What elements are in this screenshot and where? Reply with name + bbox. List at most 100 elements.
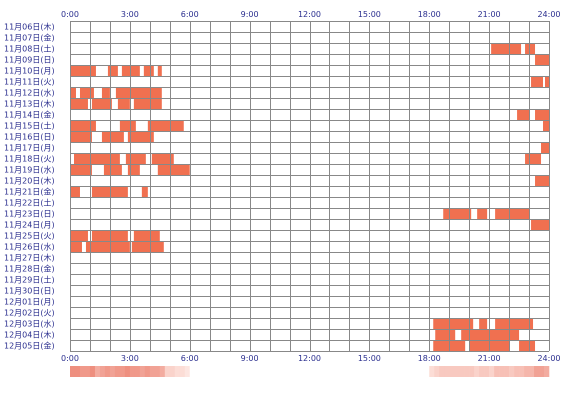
hour-label-bottom: 6:00 xyxy=(181,354,199,363)
day-label: 11月21日(金) xyxy=(4,187,55,197)
summary-cell xyxy=(259,366,265,377)
hour-label-top: 0:00 xyxy=(61,10,79,19)
activity-bar xyxy=(91,99,112,109)
summary-cell xyxy=(74,366,81,377)
activity-bar xyxy=(517,110,530,120)
day-label: 11月14日(金) xyxy=(4,110,55,120)
summary-cell xyxy=(409,366,415,377)
activity-bar xyxy=(143,66,154,76)
summary-cell xyxy=(234,366,240,377)
day-label: 11月22日(土) xyxy=(4,198,55,208)
day-label: 11月09日(日) xyxy=(4,56,55,65)
day-label: 11月23日(日) xyxy=(4,210,55,219)
summary-cell xyxy=(414,366,420,377)
summary-cell xyxy=(279,366,285,377)
day-label: 11月30日(日) xyxy=(4,287,55,296)
summary-cell xyxy=(184,366,191,377)
activity-bar xyxy=(70,88,76,98)
activity-bar xyxy=(70,187,80,197)
summary-cell xyxy=(124,366,131,377)
summary-cell xyxy=(244,366,250,377)
summary-cell xyxy=(379,366,385,377)
summary-cell xyxy=(139,366,146,377)
summary-cell xyxy=(404,366,410,377)
day-label: 12月03日(水) xyxy=(4,319,55,329)
summary-cell xyxy=(424,366,430,377)
summary-strip xyxy=(70,366,550,377)
summary-cell xyxy=(484,366,490,377)
day-label: 12月01日(月) xyxy=(4,298,55,307)
summary-cell xyxy=(164,366,171,377)
activity-bar xyxy=(531,220,549,230)
day-label: 11月18日(火) xyxy=(4,155,55,164)
hour-label-top: 3:00 xyxy=(121,10,139,19)
summary-cell xyxy=(249,366,255,377)
day-label: 11月10日(月) xyxy=(4,67,55,76)
summary-cell xyxy=(339,366,345,377)
summary-cell xyxy=(229,366,235,377)
activity-bar xyxy=(107,66,118,76)
day-label: 12月05日(金) xyxy=(4,341,55,351)
day-label: 11月13日(木) xyxy=(4,99,55,109)
summary-cell xyxy=(514,366,520,377)
summary-cell xyxy=(314,366,320,377)
hour-label-bottom: 0:00 xyxy=(61,354,79,363)
summary-cell xyxy=(479,366,485,377)
summary-cell xyxy=(419,366,425,377)
day-label: 11月24日(月) xyxy=(4,221,55,230)
summary-cell xyxy=(504,366,510,377)
summary-cell xyxy=(439,366,445,377)
activity-bar xyxy=(70,242,82,252)
summary-cell xyxy=(469,366,475,377)
activity-bar xyxy=(70,66,96,76)
summary-cell xyxy=(494,366,500,377)
summary-cell xyxy=(289,366,295,377)
activity-bar xyxy=(147,121,184,131)
day-label: 11月16日(日) xyxy=(4,133,55,142)
activity-bar xyxy=(133,231,160,241)
summary-cell xyxy=(159,366,166,377)
summary-cell xyxy=(509,366,515,377)
activity-bar xyxy=(85,242,130,252)
summary-cell xyxy=(304,366,310,377)
summary-cell xyxy=(389,366,395,377)
day-label: 11月06日(木) xyxy=(4,22,55,32)
day-label: 11月27日(木) xyxy=(4,253,55,263)
summary-cell xyxy=(89,366,96,377)
activity-bar xyxy=(133,99,162,109)
summary-cell xyxy=(119,366,126,377)
activity-bar xyxy=(125,154,146,164)
hour-label-top: 24:00 xyxy=(537,10,560,19)
day-label: 11月15日(土) xyxy=(4,121,55,131)
activity-bar xyxy=(545,77,549,87)
hour-label-top: 18:00 xyxy=(418,10,441,19)
summary-cell xyxy=(319,366,325,377)
hour-label-top: 21:00 xyxy=(478,10,501,19)
activity-bar xyxy=(495,209,530,219)
summary-cell xyxy=(394,366,400,377)
activity-bar xyxy=(141,187,148,197)
summary-cell xyxy=(239,366,245,377)
day-label: 12月04日(木) xyxy=(4,330,55,340)
summary-cell xyxy=(384,366,390,377)
activity-bar xyxy=(519,341,536,351)
activity-bar xyxy=(531,77,544,87)
day-label: 11月20日(木) xyxy=(4,176,55,186)
summary-cell xyxy=(334,366,340,377)
hour-axis: 0:00 0:00 3:00 3:00 6:00 6:00 9:00 9:00 12:00 12:… xyxy=(61,10,561,363)
activity-bar xyxy=(117,99,130,109)
day-label: 11月07日(金) xyxy=(4,33,55,43)
activity-bar xyxy=(101,132,124,142)
day-label: 11月26日(水) xyxy=(4,242,55,252)
day-label: 11月11日(火) xyxy=(4,78,55,87)
summary-cell xyxy=(299,366,305,377)
summary-cell xyxy=(104,366,111,377)
summary-cell xyxy=(474,366,480,377)
summary-cell xyxy=(539,366,545,377)
activity-bar xyxy=(543,121,549,131)
summary-cell xyxy=(154,366,161,377)
summary-cell xyxy=(274,366,280,377)
summary-cell xyxy=(369,366,375,377)
summary-cell xyxy=(194,366,201,377)
